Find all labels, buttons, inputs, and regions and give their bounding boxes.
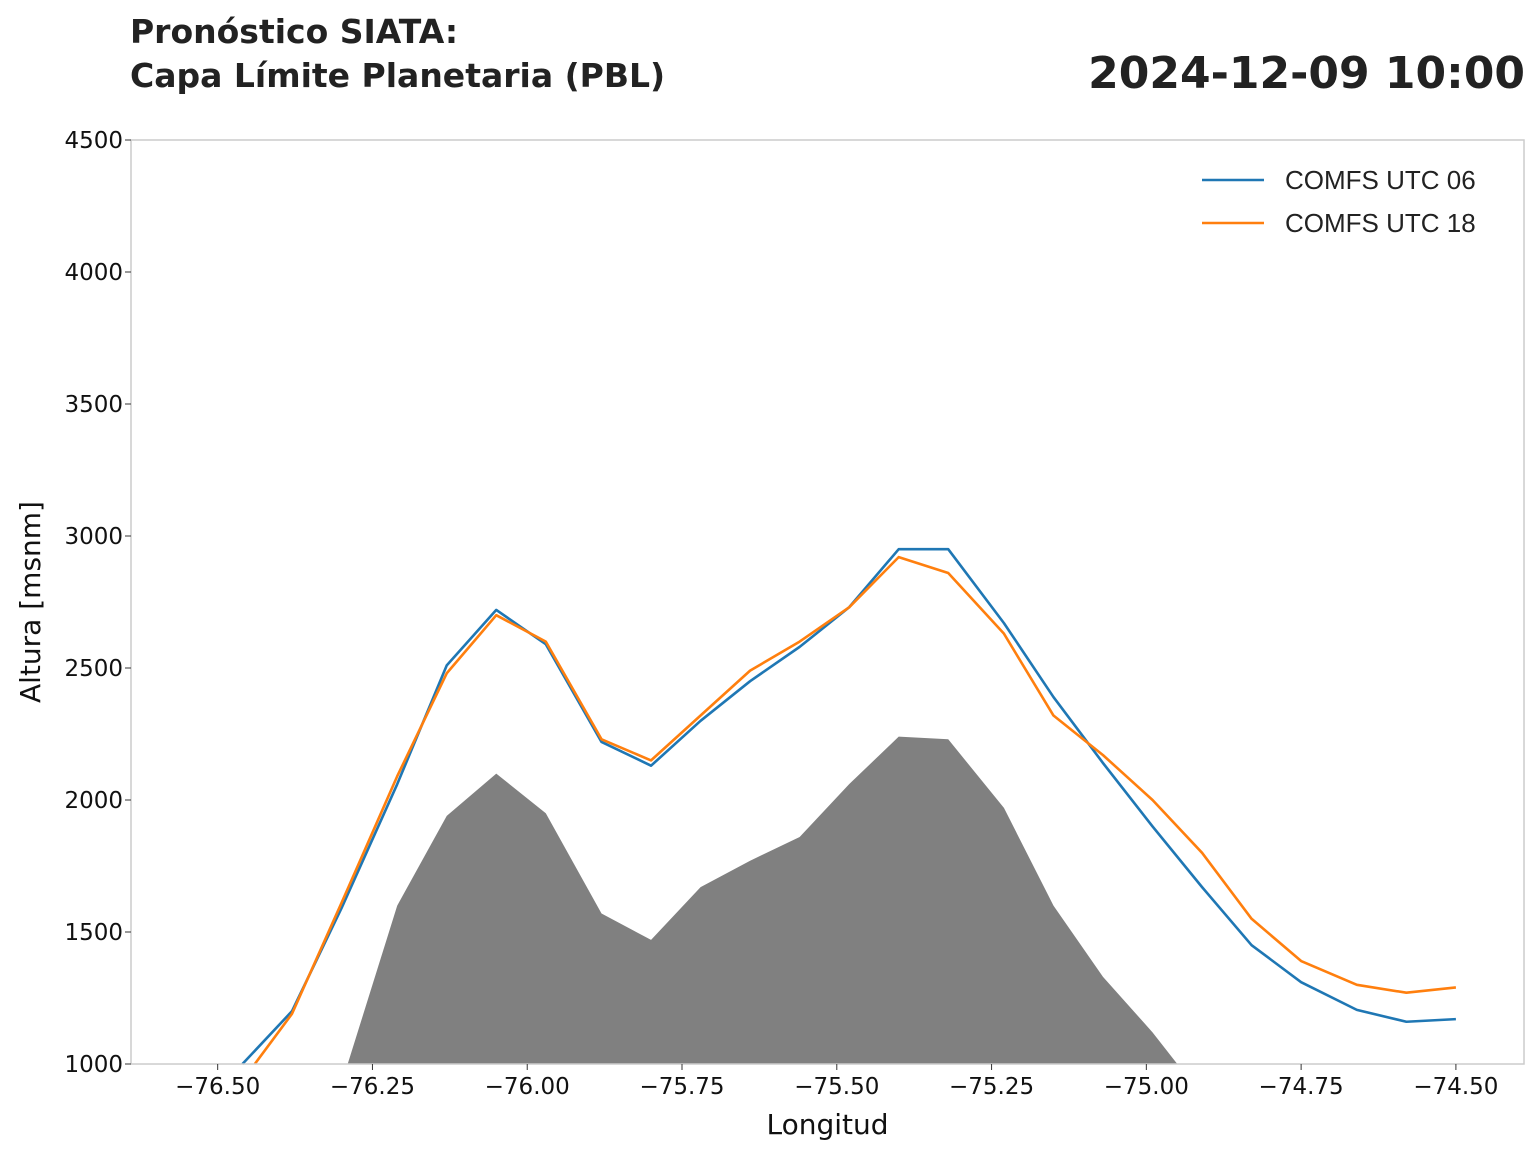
x-tick-label: −76.00 bbox=[485, 1074, 570, 1100]
legend-label: COMFS UTC 06 bbox=[1285, 165, 1476, 195]
chart-title: Pronóstico SIATA: Capa Límite Planetaria… bbox=[130, 10, 665, 98]
x-tick-label: −74.50 bbox=[1413, 1074, 1498, 1100]
y-tick-label: 1500 bbox=[64, 920, 123, 946]
y-tick-label: 3500 bbox=[64, 392, 123, 418]
y-tick-label: 4500 bbox=[64, 128, 123, 154]
y-tick-label: 4000 bbox=[64, 260, 123, 286]
x-tick-label: −75.25 bbox=[949, 1074, 1034, 1100]
x-tick-label: −74.75 bbox=[1259, 1074, 1344, 1100]
legend-label: COMFS UTC 18 bbox=[1285, 208, 1476, 238]
forecast-datetime: 2024-12-09 10:00 bbox=[1088, 48, 1525, 99]
y-tick-label: 2500 bbox=[64, 656, 123, 682]
y-axis-label: Altura [msnm] bbox=[14, 501, 47, 703]
terrain-area bbox=[347, 736, 1178, 1064]
x-axis-label: Longitud bbox=[766, 1108, 888, 1141]
y-tick-label: 2000 bbox=[64, 788, 123, 814]
x-tick-label: −75.75 bbox=[639, 1074, 724, 1100]
legend: COMFS UTC 06 COMFS UTC 18 bbox=[1202, 165, 1476, 238]
plot-frame bbox=[130, 139, 1525, 1065]
x-tick-label: −76.25 bbox=[330, 1074, 415, 1100]
chart-title-line2: Capa Límite Planetaria (PBL) bbox=[130, 56, 666, 95]
x-tick-label: −75.50 bbox=[794, 1074, 879, 1100]
y-tick-label: 1000 bbox=[64, 1052, 123, 1078]
series-line-utc18 bbox=[253, 555, 1457, 1065]
y-tick-label: 3000 bbox=[64, 524, 123, 550]
x-tick-label: −76.50 bbox=[175, 1074, 260, 1100]
chart-title-line1: Pronóstico SIATA: bbox=[130, 12, 459, 51]
x-tick-label: −75.00 bbox=[1104, 1074, 1189, 1100]
